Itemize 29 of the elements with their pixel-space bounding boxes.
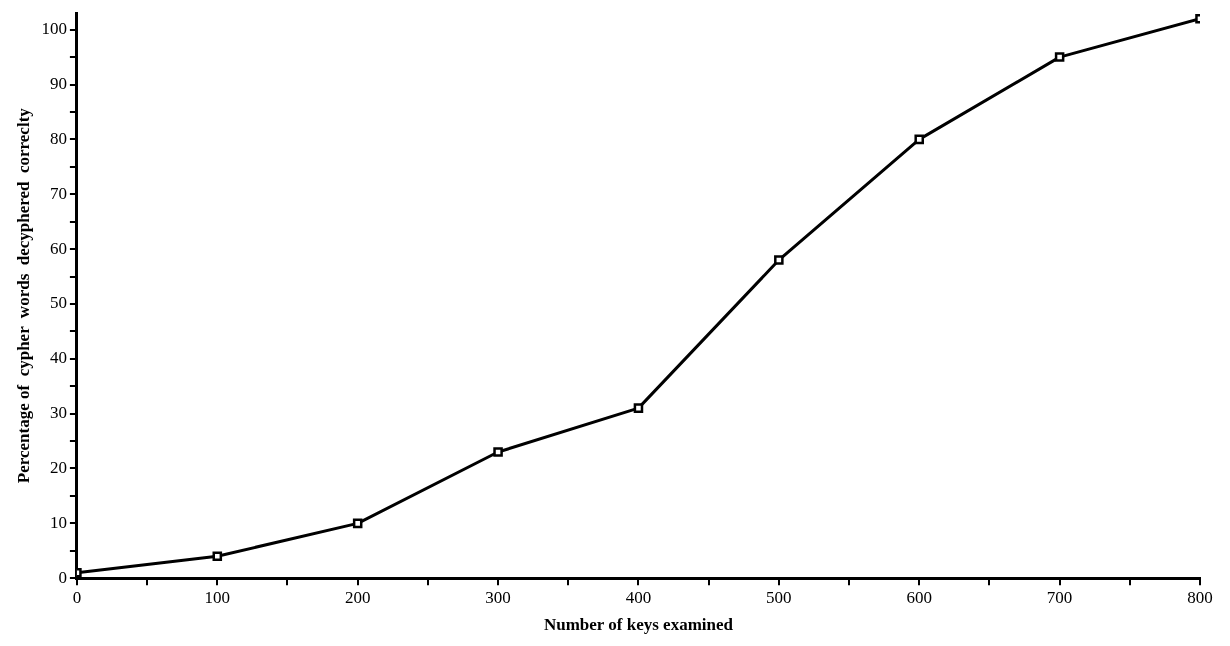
point: [633, 403, 644, 413]
point: [774, 255, 784, 265]
x-tick-label: 800: [1187, 587, 1213, 607]
x-tick-label: 100: [204, 587, 231, 607]
y-tick-label: 100: [41, 19, 67, 39]
y-tick-label: 30: [49, 403, 67, 423]
point: [914, 134, 925, 145]
y-tick-label: 20: [49, 457, 67, 477]
y-axis-title: Percentage of cypher words decyphered correclty: [13, 107, 33, 484]
x-tick-label: 200: [344, 587, 371, 607]
x-tick-label: 500: [766, 587, 792, 607]
point: [352, 518, 363, 529]
point: [1054, 52, 1065, 62]
x-tick-label: 300: [485, 587, 511, 607]
x-tick-label: 400: [625, 587, 652, 607]
y-tick-label: 40: [49, 348, 67, 368]
x-axis-title: Number of keys examined: [543, 615, 734, 635]
point: [212, 551, 223, 562]
y-tick-label: 0: [58, 567, 67, 587]
y-tick-label: 70: [49, 183, 67, 203]
point: [493, 447, 503, 457]
x-tick-label: 600: [906, 587, 932, 607]
y-tick-label: 50: [49, 293, 67, 313]
y-tick-label: 60: [49, 238, 67, 258]
y-tick-label: 80: [49, 128, 67, 148]
y-tick-label: 10: [49, 512, 67, 532]
x-tick-label: 0: [72, 587, 82, 607]
y-tick-label: 90: [49, 73, 67, 93]
x-tick-label: 700: [1046, 587, 1073, 607]
